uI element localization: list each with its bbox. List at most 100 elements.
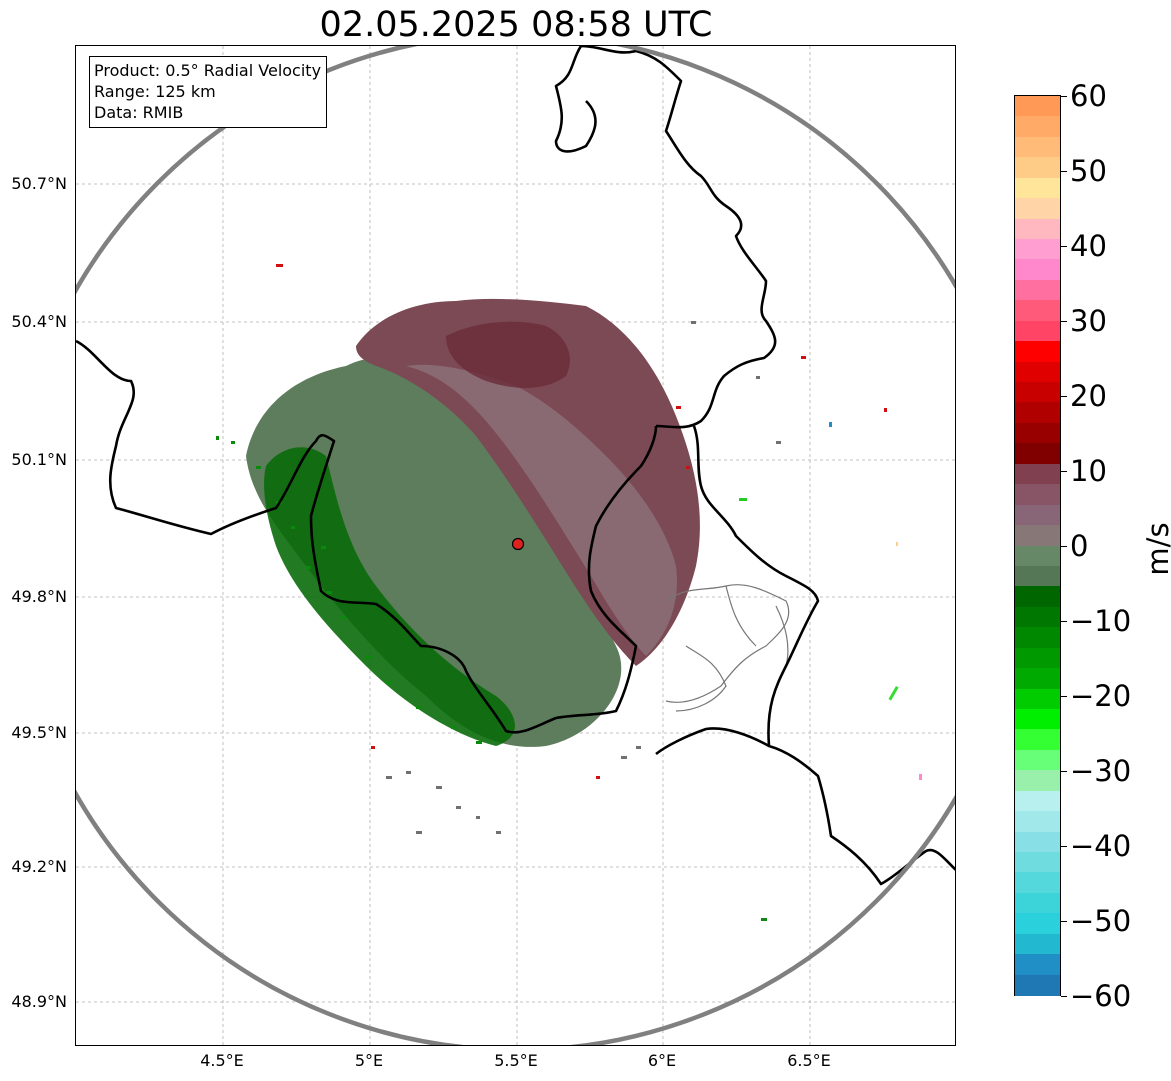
info-box: Product: 0.5° Radial Velocity Range: 125… — [89, 56, 328, 128]
colorbar-segment — [1015, 913, 1060, 935]
echo-dark-maroon-core — [446, 321, 570, 388]
lat-label: 49.8°N — [11, 587, 67, 606]
colorbar-tick-label: −10 — [1070, 604, 1132, 638]
colorbar-tick-mark — [1061, 246, 1067, 247]
colorbar-segment — [1015, 504, 1060, 526]
colorbar-segment — [1015, 831, 1060, 853]
colorbar-segment — [1015, 525, 1060, 547]
colorbar-tick-label: 10 — [1070, 454, 1107, 488]
lon-label: 5°E — [354, 1051, 384, 1070]
colorbar-tick-label: 0 — [1070, 529, 1089, 563]
colorbar-segment — [1015, 422, 1060, 444]
echo-mauve-transition — [406, 364, 677, 656]
colorbar-tick-label: 20 — [1070, 379, 1107, 413]
colorbar-segment — [1015, 259, 1060, 281]
colorbar — [1014, 95, 1061, 996]
info-data-source: Data: RMIB — [94, 103, 184, 122]
colorbar-segment — [1015, 811, 1060, 833]
colorbar-tick-mark — [1061, 621, 1067, 622]
colorbar-segment — [1015, 157, 1060, 179]
lon-label: 5.5°E — [494, 1051, 538, 1070]
colorbar-segment — [1015, 790, 1060, 812]
colorbar-segment — [1015, 320, 1060, 342]
colorbar-segment — [1015, 668, 1060, 690]
colorbar-segment — [1015, 688, 1060, 710]
radar-map-svg — [76, 46, 955, 1045]
radar-echoes — [216, 264, 922, 921]
info-range: Range: 125 km — [94, 82, 216, 101]
colorbar-segment — [1015, 708, 1060, 730]
country-borders — [76, 46, 955, 886]
lat-label: 49.2°N — [11, 857, 67, 876]
colorbar-segment — [1015, 892, 1060, 914]
colorbar-segment — [1015, 382, 1060, 404]
colorbar-tick-label: −20 — [1070, 679, 1132, 713]
colorbar-segment — [1015, 872, 1060, 894]
lat-label: 50.1°N — [11, 450, 67, 469]
colorbar-tick-label: −50 — [1070, 904, 1132, 938]
border-de-fr — [768, 744, 955, 886]
colorbar-tick-label: −60 — [1070, 979, 1132, 1013]
colorbar-segment — [1015, 177, 1060, 199]
border-lu — [655, 425, 820, 756]
colorbar-segment — [1015, 341, 1060, 363]
colorbar-segment — [1015, 463, 1060, 485]
colorbar-segment — [1015, 136, 1060, 158]
echo-green-outbound — [246, 357, 622, 747]
colorbar-tick-mark — [1061, 771, 1067, 772]
lon-label: 6.5°E — [787, 1051, 831, 1070]
radar-map — [75, 45, 956, 1046]
colorbar-tick-label: −40 — [1070, 829, 1132, 863]
colorbar-tick-mark — [1061, 696, 1067, 697]
border-be-fr-west — [76, 339, 658, 734]
border-be-de — [554, 46, 777, 429]
lat-label: 50.4°N — [11, 312, 67, 331]
lon-label: 4.5°E — [200, 1051, 244, 1070]
colorbar-tick-mark — [1061, 546, 1067, 547]
colorbar-segment — [1015, 647, 1060, 669]
colorbar-segment — [1015, 851, 1060, 873]
colorbar-tick-mark — [1061, 846, 1067, 847]
colorbar-tick-label: 40 — [1070, 229, 1107, 263]
colorbar-segment — [1015, 933, 1060, 955]
colorbar-tick-label: 30 — [1070, 304, 1107, 338]
colorbar-segment — [1015, 96, 1060, 117]
colorbar-segment — [1015, 218, 1060, 240]
colorbar-segment — [1015, 545, 1060, 567]
colorbar-segment — [1015, 974, 1060, 996]
lon-label: 6°E — [647, 1051, 677, 1070]
colorbar-tick-mark — [1061, 471, 1067, 472]
colorbar-tick-label: 60 — [1070, 79, 1107, 113]
lat-label: 50.7°N — [11, 174, 67, 193]
colorbar-tick-mark — [1061, 321, 1067, 322]
colorbar-unit: m/s — [1141, 522, 1171, 576]
colorbar-tick-mark — [1061, 921, 1067, 922]
colorbar-segment — [1015, 954, 1060, 976]
colorbar-segment — [1015, 300, 1060, 322]
lat-label: 49.5°N — [11, 723, 67, 742]
radar-site-marker — [511, 537, 525, 551]
colorbar-segment — [1015, 361, 1060, 383]
colorbar-tick-mark — [1061, 996, 1067, 997]
colorbar-segment — [1015, 586, 1060, 608]
colorbar-segment — [1015, 198, 1060, 220]
colorbar-segment — [1015, 565, 1060, 587]
lat-label: 48.9°N — [11, 992, 67, 1011]
colorbar-tick-mark — [1061, 96, 1067, 97]
colorbar-segment — [1015, 443, 1060, 465]
admin-borders — [665, 584, 790, 712]
colorbar-segment — [1015, 402, 1060, 424]
echo-gray-speckles — [386, 321, 781, 834]
colorbar-segment — [1015, 239, 1060, 261]
colorbar-tick-mark — [1061, 171, 1067, 172]
colorbar-segment — [1015, 749, 1060, 771]
echo-misc-speckles — [739, 422, 922, 921]
colorbar-tick-label: 50 — [1070, 154, 1107, 188]
info-product: Product: 0.5° Radial Velocity — [94, 61, 322, 80]
colorbar-segment — [1015, 279, 1060, 301]
colorbar-segment — [1015, 116, 1060, 138]
chart-title: 02.05.2025 08:58 UTC — [319, 5, 713, 45]
colorbar-tick-mark — [1061, 396, 1067, 397]
colorbar-segment — [1015, 606, 1060, 628]
colorbar-segment — [1015, 770, 1060, 792]
